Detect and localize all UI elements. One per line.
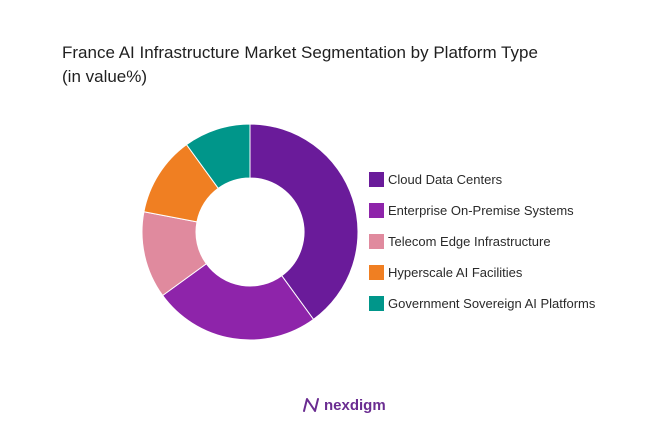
donut-slice-enterprise-on-premise-systems xyxy=(161,263,315,341)
chart-title-line-1: France AI Infrastructure Market Segmenta… xyxy=(62,43,538,62)
legend-swatch xyxy=(369,203,384,218)
legend-label: Hyperscale AI Facilities xyxy=(388,265,523,280)
legend-label: Telecom Edge Infrastructure xyxy=(388,234,551,249)
brand-name: nexdigm xyxy=(324,396,386,414)
legend-item: Government Sovereign AI Platforms xyxy=(369,288,595,319)
nexdigm-logo-icon xyxy=(303,398,319,412)
brand-footer: nexdigm xyxy=(302,396,386,414)
legend-label: Enterprise On-Premise Systems xyxy=(388,203,574,218)
legend-swatch xyxy=(369,265,384,280)
legend-label: Government Sovereign AI Platforms xyxy=(388,296,596,311)
legend-swatch xyxy=(369,172,384,187)
legend-item: Hyperscale AI Facilities xyxy=(369,257,595,288)
legend-item: Cloud Data Centers xyxy=(369,164,595,195)
legend-swatch xyxy=(369,296,384,311)
chart-legend: Cloud Data Centers Enterprise On-Premise … xyxy=(369,164,595,319)
chart-title-line-2: (in value%) xyxy=(62,67,148,86)
donut-slice-cloud-data-centers xyxy=(249,123,359,321)
legend-label: Cloud Data Centers xyxy=(388,172,503,187)
legend-item: Enterprise On-Premise Systems xyxy=(369,195,595,226)
chart-title: France AI Infrastructure Market Segmenta… xyxy=(62,41,632,89)
donut-slice-government-sovereign-ai-platforms xyxy=(185,123,251,190)
legend-item: Telecom Edge Infrastructure xyxy=(369,226,595,257)
legend-swatch xyxy=(369,234,384,249)
